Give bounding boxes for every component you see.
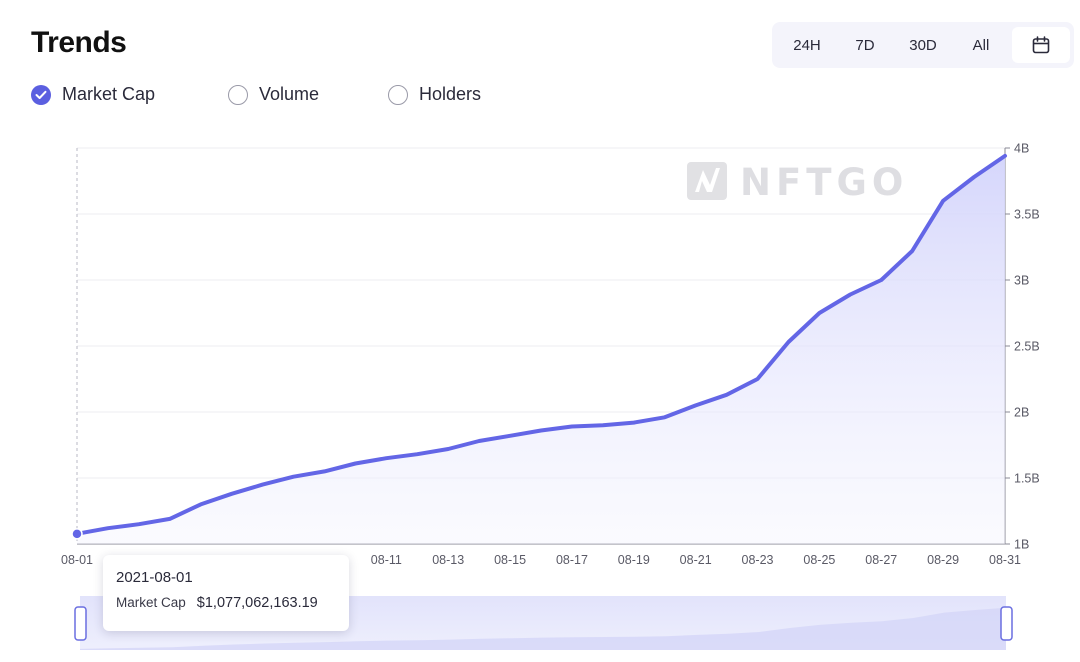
chart-tooltip: 2021-08-01 Market Cap $1,077,062,163.19 [103,555,349,631]
x-tick-label: 08-15 [494,553,526,567]
data-point [724,392,730,398]
data-point [569,424,575,430]
data-point [445,446,451,452]
data-point [383,455,389,461]
metric-holders-label: Holders [419,84,482,104]
data-point [971,174,977,180]
calendar-button[interactable] [1012,27,1070,63]
y-tick-label: 1B [1014,538,1029,552]
data-point [755,376,761,382]
market-cap-area [77,155,1005,544]
x-tick-label: 08-01 [61,553,93,567]
range-7d-button[interactable]: 7D [855,36,875,54]
data-point [321,468,327,474]
data-point [631,420,637,426]
y-tick-label: 2B [1014,406,1029,420]
data-point [1002,153,1008,159]
radio-unchecked-icon [228,84,248,105]
y-tick-label: 3.5B [1014,208,1040,222]
y-axis: 1B 1.5B 2B 2.5B 3B 3.5B 4B [1005,142,1040,552]
data-point [816,310,822,316]
data-point [136,521,142,527]
metric-volume[interactable]: Volume [228,84,388,105]
nftgo-watermark: NFTGO [687,161,908,204]
data-point [105,525,111,531]
metric-holders[interactable]: Holders [388,84,481,105]
data-point [260,482,266,488]
data-point [693,402,699,408]
metric-volume-label: Volume [259,84,320,104]
metric-market-cap-label: Market Cap [62,84,156,104]
x-tick-label: 08-21 [680,553,712,567]
tooltip-date: 2021-08-01 [116,569,193,586]
data-point [414,451,420,457]
data-point [600,422,606,428]
page-title: Trends [31,26,127,59]
data-point [538,427,544,433]
x-axis: 08-01 08-11 08-13 08-15 08-17 08-19 08-21 08-23… [61,553,1021,567]
watermark-text: NFTGO [740,161,908,204]
nftgo-logo-icon [687,162,727,200]
y-tick-label: 4B [1014,142,1029,156]
x-tick-label: 08-23 [742,553,774,567]
x-tick-label: 08-25 [803,553,835,567]
tooltip-row: Market Cap $1,077,062,163.19 [116,595,336,611]
data-point [785,339,791,345]
data-point [291,474,297,480]
y-tick-label: 2.5B [1014,340,1040,354]
data-point [198,501,204,507]
hovered-point [71,528,83,540]
data-point [909,248,915,254]
data-point [662,414,668,420]
data-point [878,277,884,283]
x-tick-label: 08-27 [865,553,897,567]
range-24h-button[interactable]: 24H [793,36,821,54]
chart-points [71,153,1008,540]
data-point [940,198,946,204]
slider-handle-left[interactable] [74,606,87,641]
radio-unchecked-icon [388,84,408,105]
x-tick-label: 08-31 [989,553,1021,567]
range-30d-button[interactable]: 30D [909,36,937,54]
x-tick-label: 08-19 [618,553,650,567]
checkbox-checked-icon [31,84,51,105]
x-tick-label: 08-17 [556,553,588,567]
data-point [476,438,482,444]
time-range-selector: 24H 7D 30D All [772,22,1074,68]
x-tick-label: 08-11 [371,553,402,567]
tooltip-label: Market Cap [116,595,186,610]
x-tick-label: 08-13 [432,553,464,567]
metric-market-cap[interactable]: Market Cap [31,84,228,105]
tooltip-value: $1,077,062,163.19 [196,595,318,611]
x-tick-label: 08-29 [927,553,959,567]
data-point [229,491,235,497]
data-point [847,292,853,298]
calendar-icon [1032,36,1050,54]
data-point [352,460,358,466]
slider-handle-right[interactable] [1000,606,1013,641]
data-point [507,433,513,439]
y-tick-label: 3B [1014,274,1029,288]
metric-selector: Market Cap Volume Holders [31,84,481,105]
y-tick-label: 1.5B [1014,472,1040,486]
market-cap-line [75,153,1007,536]
slider-mini-area [80,607,1006,650]
slider-drag-grip[interactable] [538,592,548,595]
data-point [167,516,173,522]
range-all-button[interactable]: All [972,36,990,54]
